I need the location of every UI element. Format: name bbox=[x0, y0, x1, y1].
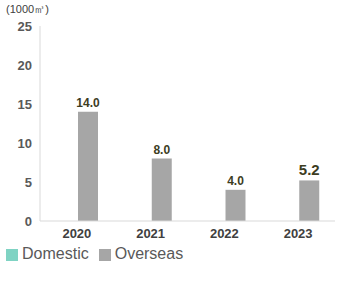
svg-text:8.0: 8.0 bbox=[153, 143, 170, 157]
svg-text:15: 15 bbox=[18, 97, 32, 112]
svg-text:14.0: 14.0 bbox=[76, 96, 100, 110]
svg-text:20: 20 bbox=[18, 58, 32, 73]
html-text:Overseas: Overseas bbox=[114, 245, 184, 262]
svg-text:2020: 2020 bbox=[62, 226, 91, 241]
svg-text:4.0: 4.0 bbox=[227, 174, 244, 188]
svg-text:2023: 2023 bbox=[284, 226, 313, 241]
svg-text:10: 10 bbox=[18, 136, 32, 151]
html-text:Domestic: Domestic bbox=[22, 245, 89, 262]
svg-text:25: 25 bbox=[18, 19, 32, 34]
svg-text:0: 0 bbox=[25, 214, 32, 229]
html-text:(1000㎥): (1000㎥) bbox=[6, 3, 49, 15]
svg-text:2022: 2022 bbox=[210, 226, 239, 241]
svg-text:2021: 2021 bbox=[136, 226, 165, 241]
svg-text:5.2: 5.2 bbox=[299, 161, 320, 178]
svg-text:5: 5 bbox=[25, 175, 32, 190]
